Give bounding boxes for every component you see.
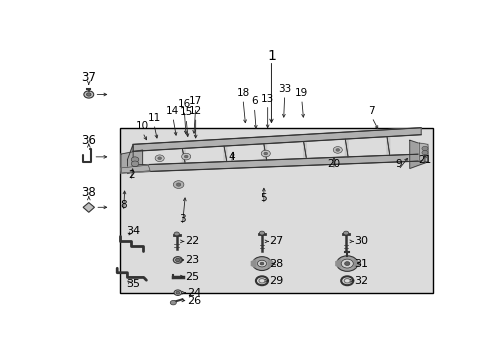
Circle shape <box>181 153 190 160</box>
Text: 38: 38 <box>81 186 96 199</box>
Text: 30: 30 <box>354 237 368 246</box>
Circle shape <box>173 257 182 263</box>
Text: 20: 20 <box>327 159 340 169</box>
Circle shape <box>184 155 188 158</box>
Circle shape <box>170 301 176 305</box>
Circle shape <box>421 146 427 151</box>
Circle shape <box>84 91 94 98</box>
Circle shape <box>341 259 353 268</box>
Text: 17: 17 <box>189 96 202 107</box>
Polygon shape <box>121 150 142 171</box>
Text: 11: 11 <box>147 113 160 123</box>
Polygon shape <box>121 165 150 173</box>
Polygon shape <box>409 140 427 168</box>
Text: 23: 23 <box>184 255 199 265</box>
Circle shape <box>344 262 349 266</box>
Polygon shape <box>127 144 133 174</box>
Polygon shape <box>224 146 226 162</box>
Text: 19: 19 <box>295 88 308 98</box>
Circle shape <box>343 231 348 235</box>
Text: 4: 4 <box>228 152 235 162</box>
Text: 31: 31 <box>354 258 368 269</box>
Text: 3: 3 <box>179 214 185 224</box>
Text: 6: 6 <box>250 96 257 107</box>
Polygon shape <box>386 137 389 156</box>
Text: 2: 2 <box>128 170 134 180</box>
Circle shape <box>131 161 139 167</box>
Circle shape <box>264 152 267 155</box>
Circle shape <box>174 232 179 236</box>
Circle shape <box>257 260 266 267</box>
Circle shape <box>175 258 180 262</box>
Text: 35: 35 <box>126 279 140 289</box>
Circle shape <box>155 155 164 162</box>
Text: 29: 29 <box>269 276 283 286</box>
Circle shape <box>259 231 264 235</box>
Text: 32: 32 <box>354 276 368 286</box>
Text: 7: 7 <box>368 106 374 116</box>
Polygon shape <box>418 143 427 162</box>
Text: 26: 26 <box>186 296 201 306</box>
Circle shape <box>421 150 427 155</box>
Circle shape <box>261 150 270 157</box>
Text: 18: 18 <box>236 88 249 98</box>
Polygon shape <box>345 139 347 157</box>
Text: 21: 21 <box>417 155 431 165</box>
Text: 14: 14 <box>166 106 179 116</box>
Circle shape <box>176 183 181 186</box>
Circle shape <box>332 147 342 153</box>
Circle shape <box>336 256 357 271</box>
Polygon shape <box>83 203 94 212</box>
Text: 16: 16 <box>177 99 190 109</box>
Polygon shape <box>335 260 340 267</box>
Text: 15: 15 <box>179 108 192 117</box>
Text: 25: 25 <box>184 271 199 282</box>
Circle shape <box>158 157 161 159</box>
Polygon shape <box>268 260 272 267</box>
Polygon shape <box>353 260 358 267</box>
Text: 34: 34 <box>126 226 140 236</box>
Polygon shape <box>264 144 266 160</box>
Polygon shape <box>121 169 133 174</box>
Text: 33: 33 <box>278 84 291 94</box>
Bar <box>120 128 432 293</box>
Circle shape <box>86 93 91 96</box>
Text: 24: 24 <box>186 288 201 298</box>
Text: 9: 9 <box>394 159 401 169</box>
Circle shape <box>131 157 139 162</box>
Text: 22: 22 <box>184 237 199 246</box>
Text: 1: 1 <box>266 49 275 63</box>
Circle shape <box>174 290 181 296</box>
Text: 5: 5 <box>260 193 266 203</box>
Text: 36: 36 <box>81 134 96 147</box>
Circle shape <box>252 257 271 270</box>
Polygon shape <box>133 128 420 151</box>
Text: 13: 13 <box>261 94 274 104</box>
Text: 10: 10 <box>136 121 149 131</box>
Polygon shape <box>251 260 255 267</box>
Text: 12: 12 <box>189 106 202 116</box>
Text: 27: 27 <box>269 237 283 246</box>
Text: 37: 37 <box>81 71 96 84</box>
Circle shape <box>335 149 339 151</box>
Polygon shape <box>182 148 184 163</box>
Text: 8: 8 <box>120 201 127 210</box>
Circle shape <box>173 181 183 188</box>
Circle shape <box>176 291 180 294</box>
Polygon shape <box>133 154 420 172</box>
Text: 28: 28 <box>269 258 283 269</box>
Polygon shape <box>303 141 305 159</box>
Circle shape <box>260 262 264 265</box>
